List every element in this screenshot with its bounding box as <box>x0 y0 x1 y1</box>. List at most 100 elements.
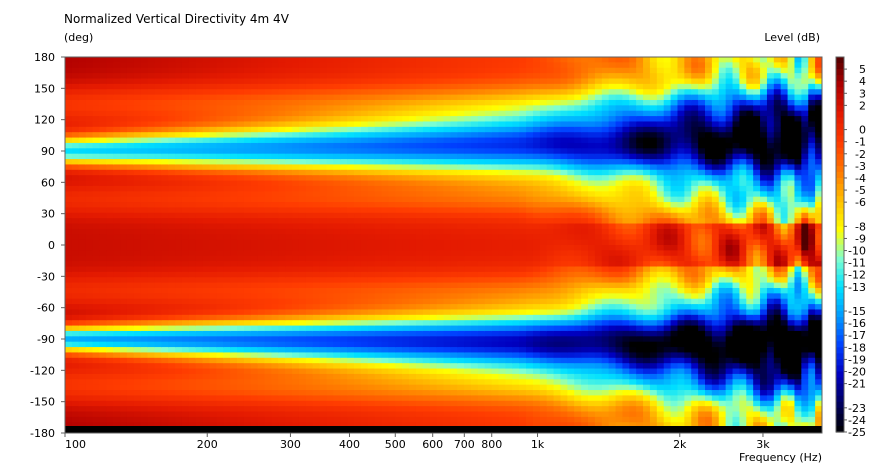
heatmap-cell <box>113 228 121 235</box>
heatmap-cell <box>243 57 252 64</box>
heatmap-cell <box>471 406 479 413</box>
heatmap-cell <box>539 89 548 96</box>
heatmap-cell <box>436 357 445 364</box>
heatmap-cell <box>188 89 197 96</box>
heatmap-cell <box>120 148 128 155</box>
heatmap-cell <box>175 99 183 107</box>
heatmap-cell <box>65 207 73 214</box>
heatmap-cell <box>188 185 197 192</box>
heatmap-cell <box>367 89 376 96</box>
heatmap-cell <box>505 352 514 359</box>
heatmap-cell <box>477 191 486 198</box>
heatmap-cell <box>374 373 383 380</box>
heatmap-cell <box>65 347 73 354</box>
heatmap-cell <box>312 212 321 219</box>
heatmap-cell <box>230 298 238 305</box>
heatmap-cell <box>429 266 438 273</box>
heatmap-cell <box>450 293 458 300</box>
heatmap-cell <box>175 245 183 252</box>
heatmap-cell <box>360 116 369 123</box>
heatmap-cell <box>223 121 231 128</box>
heatmap-cell <box>457 116 465 123</box>
heatmap-cell <box>498 287 507 295</box>
heatmap-cell <box>326 94 335 101</box>
heatmap-cell <box>402 132 410 139</box>
heatmap-cell <box>519 293 527 300</box>
heatmap-cell <box>168 309 176 316</box>
heatmap-cell <box>381 266 390 273</box>
heatmap-cell <box>395 352 403 359</box>
heatmap-cell <box>443 121 452 128</box>
heatmap-cell <box>484 314 493 321</box>
heatmap-cell <box>512 373 520 380</box>
heatmap-cell <box>99 57 107 64</box>
heatmap-cell <box>464 132 472 139</box>
heatmap-cell <box>271 99 280 107</box>
heatmap-cell <box>278 304 286 311</box>
heatmap-cell <box>415 368 424 375</box>
heatmap-cell <box>181 368 190 375</box>
heatmap-cell <box>209 309 218 316</box>
heatmap-cell <box>175 159 183 166</box>
heatmap-cell <box>99 207 107 214</box>
heatmap-cell <box>526 341 534 348</box>
heatmap-cell <box>450 175 458 182</box>
heatmap-cell <box>326 78 335 85</box>
heatmap-cell <box>498 357 507 364</box>
heatmap-cell <box>546 185 555 192</box>
heatmap-cell <box>312 304 321 311</box>
heatmap-cell <box>367 164 376 171</box>
heatmap-cell <box>264 234 273 241</box>
heatmap-cell <box>471 395 479 402</box>
heatmap-cell <box>539 400 548 407</box>
heatmap-cell <box>250 126 259 133</box>
heatmap-cell <box>65 234 73 241</box>
heatmap-cell <box>443 196 452 203</box>
heatmap-cell <box>429 250 438 257</box>
heatmap-cell <box>243 175 252 182</box>
heatmap-cell <box>546 148 555 155</box>
heatmap-cell <box>312 110 321 117</box>
heatmap-cell <box>99 175 107 182</box>
heatmap-cell <box>354 132 362 139</box>
heatmap-cell <box>546 196 555 203</box>
heatmap-cell <box>333 261 341 268</box>
heatmap-cell <box>422 384 431 391</box>
heatmap-cell <box>319 287 328 295</box>
heatmap-cell <box>113 142 121 150</box>
heatmap-cell <box>209 250 218 257</box>
heatmap-cell <box>140 185 149 192</box>
heatmap-cell <box>120 363 128 370</box>
heatmap-cell <box>395 196 403 203</box>
heatmap-cell <box>216 325 224 332</box>
heatmap-cell <box>360 67 369 74</box>
heatmap-cell <box>429 336 438 343</box>
heatmap-cell <box>388 180 397 187</box>
heatmap-cell <box>354 89 362 96</box>
heatmap-cell <box>264 390 273 397</box>
heatmap-cell <box>484 89 493 96</box>
heatmap-cell <box>464 202 472 209</box>
heatmap-cell <box>395 261 403 268</box>
heatmap-cell <box>491 379 500 386</box>
heatmap-cell <box>99 266 107 273</box>
heatmap-cell <box>126 99 135 107</box>
heatmap-cell <box>223 83 231 90</box>
heatmap-cell <box>154 137 163 144</box>
heatmap-cell <box>195 121 204 128</box>
heatmap-cell <box>154 67 163 74</box>
heatmap-cell <box>443 255 452 262</box>
heatmap-cell <box>257 234 266 241</box>
heatmap-cell <box>422 245 431 252</box>
heatmap-cell <box>546 159 555 166</box>
heatmap-cell <box>429 78 438 85</box>
heatmap-cell <box>409 384 417 391</box>
heatmap-cell <box>546 255 555 262</box>
heatmap-cell <box>374 132 383 139</box>
heatmap-cell <box>126 293 135 300</box>
heatmap-cell <box>395 293 403 300</box>
heatmap-cell <box>243 89 252 96</box>
heatmap-cell <box>347 314 355 321</box>
heatmap-cell <box>257 132 266 139</box>
heatmap-cell <box>298 250 307 257</box>
